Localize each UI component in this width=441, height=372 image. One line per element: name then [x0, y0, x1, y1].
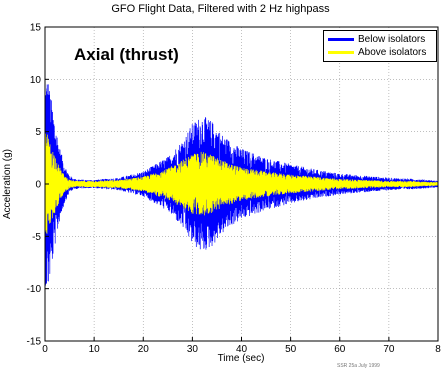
x-tick-label: 0: [42, 344, 48, 355]
y-tick-label: -15: [27, 337, 42, 348]
legend-line-below: [328, 37, 354, 41]
x-axis-label: Time (sec): [218, 353, 265, 364]
chart-title: GFO Flight Data, Filtered with 2 Hz high…: [111, 3, 330, 15]
chart-annotation: Axial (thrust): [74, 45, 179, 64]
x-tick-label: 20: [138, 344, 150, 355]
y-tick-label: 10: [30, 75, 42, 86]
x-tick-label: 50: [285, 344, 297, 355]
y-tick-label: 5: [35, 127, 41, 138]
x-tick-label: 30: [187, 344, 199, 355]
y-tick-label: -5: [32, 232, 41, 243]
series-above-isolators: [44, 133, 439, 234]
y-tick-label: -10: [27, 284, 42, 295]
y-axis-label: Acceleration (g): [2, 149, 13, 219]
legend-label-below: Below isolators: [358, 33, 426, 45]
series-line-above-isolators: [44, 133, 439, 234]
legend-line-above: [328, 50, 354, 54]
x-tick-label: 60: [334, 344, 346, 355]
legend-entry-below: Below isolators: [328, 33, 425, 45]
y-tick-label: 0: [35, 180, 41, 191]
x-tick-label: 40: [236, 344, 248, 355]
legend: Below isolators Above isolators: [323, 30, 437, 62]
x-tick-label: 8: [435, 344, 441, 355]
y-tick-label: 15: [30, 23, 42, 34]
stamp: SSR 25a July 1999: [337, 363, 380, 369]
x-tick-label: 70: [383, 344, 395, 355]
x-tick-label: 10: [89, 344, 101, 355]
legend-entry-above: Above isolators: [328, 46, 426, 58]
legend-label-above: Above isolators: [358, 46, 427, 58]
